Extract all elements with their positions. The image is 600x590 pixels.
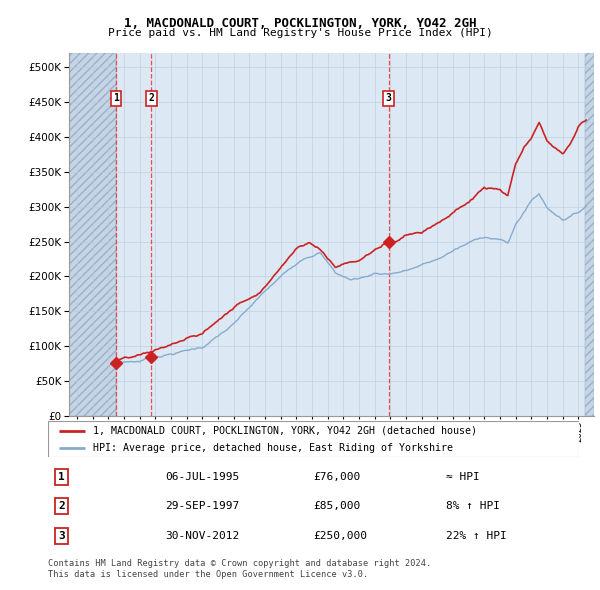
FancyBboxPatch shape bbox=[48, 421, 579, 457]
Text: Contains HM Land Registry data © Crown copyright and database right 2024.
This d: Contains HM Land Registry data © Crown c… bbox=[48, 559, 431, 579]
Text: 29-SEP-1997: 29-SEP-1997 bbox=[165, 501, 239, 511]
Text: HPI: Average price, detached house, East Riding of Yorkshire: HPI: Average price, detached house, East… bbox=[93, 443, 453, 453]
Bar bbox=[69, 53, 116, 416]
Bar bbox=[585, 53, 594, 416]
Text: ≈ HPI: ≈ HPI bbox=[446, 471, 480, 481]
Text: £85,000: £85,000 bbox=[314, 501, 361, 511]
Text: 2: 2 bbox=[58, 501, 65, 511]
Text: 1, MACDONALD COURT, POCKLINGTON, YORK, YO42 2GH: 1, MACDONALD COURT, POCKLINGTON, YORK, Y… bbox=[124, 17, 476, 30]
Text: 3: 3 bbox=[58, 531, 65, 541]
Bar bbox=[585, 53, 594, 416]
Text: £250,000: £250,000 bbox=[314, 531, 367, 541]
Bar bbox=[69, 53, 116, 416]
Text: 1: 1 bbox=[58, 471, 65, 481]
Text: 3: 3 bbox=[386, 93, 392, 103]
Text: 2: 2 bbox=[148, 93, 154, 103]
Text: 30-NOV-2012: 30-NOV-2012 bbox=[165, 531, 239, 541]
Text: 06-JUL-1995: 06-JUL-1995 bbox=[165, 471, 239, 481]
Text: Price paid vs. HM Land Registry's House Price Index (HPI): Price paid vs. HM Land Registry's House … bbox=[107, 28, 493, 38]
Text: 22% ↑ HPI: 22% ↑ HPI bbox=[446, 531, 507, 541]
Text: 1: 1 bbox=[113, 93, 119, 103]
Text: £76,000: £76,000 bbox=[314, 471, 361, 481]
Text: 1, MACDONALD COURT, POCKLINGTON, YORK, YO42 2GH (detached house): 1, MACDONALD COURT, POCKLINGTON, YORK, Y… bbox=[93, 426, 477, 436]
Text: 8% ↑ HPI: 8% ↑ HPI bbox=[446, 501, 500, 511]
